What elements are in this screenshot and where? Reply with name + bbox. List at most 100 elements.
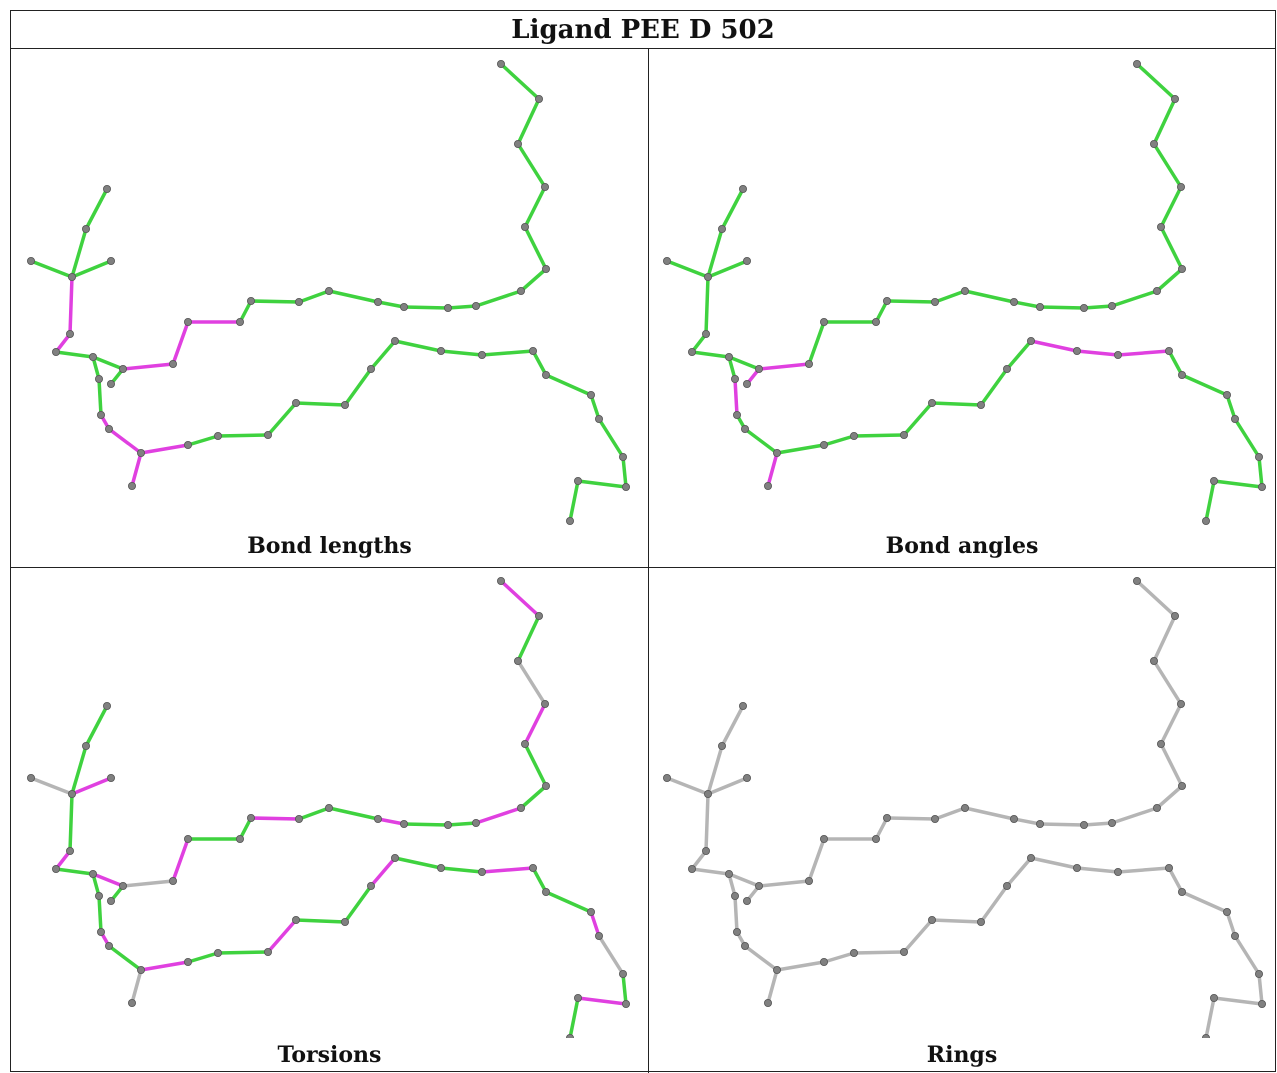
bond: [1152, 142, 1183, 189]
bond: [393, 339, 443, 353]
bond: [1159, 702, 1183, 746]
atom: [566, 1034, 574, 1038]
bond: [70, 227, 88, 279]
bond: [446, 821, 478, 827]
bond: [1257, 972, 1264, 1006]
bond: [84, 704, 109, 748]
bond: [1180, 373, 1229, 397]
bond: [822, 434, 856, 447]
atom: [263, 430, 272, 439]
grid-divider-vertical: [648, 49, 649, 1073]
bond: [327, 289, 380, 304]
atom: [68, 789, 77, 798]
atom: [1202, 516, 1211, 525]
atom: [95, 891, 104, 900]
bond: [1233, 417, 1261, 459]
atom: [622, 482, 631, 491]
atom: [622, 999, 631, 1008]
molecule-render-bond-angles: [662, 59, 1267, 525]
atom: [516, 803, 525, 812]
atom: [1079, 820, 1088, 829]
bond: [439, 866, 484, 874]
molecule-rings: [662, 576, 1267, 1038]
bond: [1204, 996, 1216, 1038]
bond: [690, 350, 731, 359]
atom: [520, 739, 529, 748]
atom: [390, 336, 399, 345]
atom: [235, 317, 244, 326]
atom: [739, 184, 748, 193]
atom: [436, 863, 445, 872]
bond: [727, 872, 761, 888]
atom: [542, 887, 551, 896]
atom: [1002, 881, 1011, 890]
bond: [706, 776, 749, 796]
bond: [523, 742, 548, 788]
atom: [1113, 867, 1122, 876]
bond: [343, 884, 373, 924]
atom: [960, 286, 969, 295]
atom: [976, 400, 985, 409]
panel-caption-torsions: Torsions: [277, 1042, 382, 1068]
bond: [91, 872, 125, 888]
bond: [766, 968, 779, 1005]
panel-caption-rings: Rings: [926, 1042, 998, 1068]
bond: [523, 702, 547, 746]
atom: [1152, 803, 1161, 812]
atom: [702, 846, 711, 855]
bond: [1005, 856, 1033, 888]
bond: [139, 960, 190, 972]
atom: [373, 814, 382, 823]
atom: [1231, 931, 1240, 940]
atom: [340, 917, 349, 926]
bond: [979, 367, 1009, 407]
bond: [597, 934, 625, 976]
atom: [871, 317, 880, 326]
atom: [1178, 887, 1187, 896]
atom: [513, 657, 522, 666]
atom: [477, 867, 486, 876]
bond: [807, 320, 826, 366]
atom: [1002, 364, 1011, 373]
molecule-bond-lengths: [26, 59, 631, 525]
atom: [741, 424, 750, 433]
bond: [1038, 305, 1086, 310]
bond: [902, 401, 934, 437]
bond: [665, 776, 710, 796]
bond: [531, 349, 548, 377]
bond: [474, 806, 523, 825]
bond: [1233, 934, 1261, 976]
bond: [1212, 479, 1264, 489]
atom: [471, 301, 480, 310]
bond: [576, 996, 628, 1006]
bond: [665, 259, 710, 279]
panel-caption-bond-lengths: Bond lengths: [247, 533, 412, 559]
bond: [516, 142, 547, 189]
atom: [849, 948, 858, 957]
atom: [849, 431, 858, 440]
atom: [819, 317, 828, 326]
atom: [731, 891, 740, 900]
atom: [324, 803, 333, 812]
panel-bond-angles: Bond angles: [649, 49, 1275, 567]
atom: [235, 834, 244, 843]
bond: [516, 614, 541, 663]
bond: [29, 776, 74, 796]
atom: [1072, 863, 1081, 872]
atom: [1026, 853, 1035, 862]
atom: [263, 947, 272, 956]
bond: [544, 373, 593, 397]
atom: [97, 410, 106, 419]
atom: [103, 184, 112, 193]
atom: [1178, 781, 1187, 790]
atom: [1258, 999, 1267, 1008]
bond: [852, 950, 906, 955]
bond: [1167, 866, 1184, 894]
bond: [720, 187, 745, 231]
bond: [107, 944, 143, 972]
bond: [621, 972, 628, 1006]
atom: [1178, 264, 1187, 273]
bond: [516, 97, 541, 146]
bond: [1204, 479, 1216, 523]
bond: [297, 289, 331, 304]
